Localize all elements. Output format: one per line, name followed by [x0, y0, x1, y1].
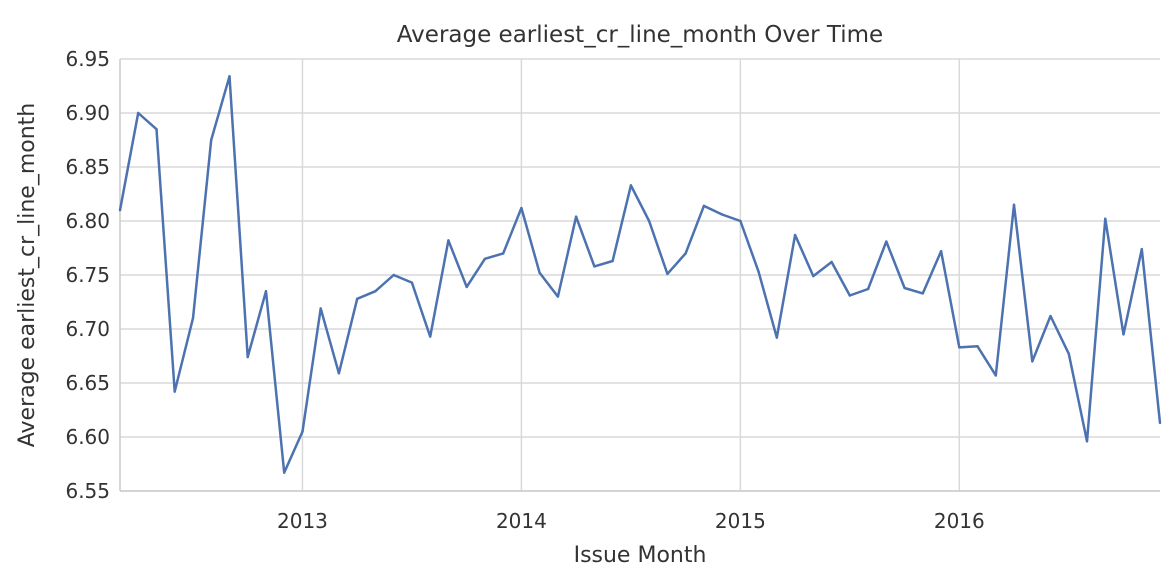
data-point — [593, 265, 596, 268]
data-point — [1012, 203, 1016, 206]
data-point — [155, 128, 158, 131]
data-point — [1140, 247, 1143, 251]
x-tick-label: 2014 — [496, 509, 547, 533]
y-tick-label: 6.65 — [65, 371, 110, 395]
data-point — [173, 390, 176, 393]
y-tick-label: 6.75 — [65, 263, 110, 287]
data-point — [465, 285, 468, 289]
axes-frame — [119, 59, 1160, 492]
data-point — [1104, 217, 1107, 221]
data-point — [319, 307, 322, 310]
y-tick-label: 6.85 — [65, 155, 110, 179]
y-axis-label: Average earliest_cr_line_month — [15, 103, 40, 448]
data-point — [757, 270, 760, 273]
series-layer — [118, 75, 1162, 474]
data-point — [118, 209, 122, 212]
data-point — [885, 240, 888, 243]
y-tick-label: 6.80 — [65, 209, 110, 233]
data-point — [666, 272, 669, 276]
x-tick-label: 2016 — [934, 509, 985, 533]
y-tick-label: 6.70 — [65, 317, 110, 341]
data-point — [720, 213, 724, 216]
data-point — [903, 286, 906, 290]
data-point — [1049, 314, 1052, 318]
data-point — [739, 219, 742, 223]
data-point — [866, 287, 870, 291]
data-point — [1085, 440, 1089, 443]
data-point — [538, 271, 541, 275]
data-point — [611, 259, 614, 263]
data-point — [191, 317, 195, 320]
data-point — [775, 336, 779, 339]
data-point — [355, 297, 359, 300]
data-point — [374, 290, 377, 293]
data-point — [501, 252, 505, 255]
y-tick-label: 6.55 — [65, 479, 110, 503]
data-point — [958, 346, 961, 349]
data-point — [428, 335, 432, 338]
data-point — [976, 345, 979, 348]
data-point — [337, 372, 341, 375]
x-tick-label: 2015 — [715, 509, 766, 533]
data-point — [574, 215, 578, 218]
x-tick-label: 2013 — [277, 509, 328, 533]
data-point — [1067, 352, 1070, 356]
data-point — [283, 471, 286, 474]
data-point — [994, 374, 997, 377]
data-point — [556, 295, 560, 298]
x-tick-labels: 2013 2014 2015 2016 — [277, 509, 985, 533]
data-point — [793, 233, 797, 237]
data-point — [228, 75, 231, 78]
data-point — [830, 260, 833, 264]
y-tick-label: 6.95 — [65, 47, 110, 71]
y-tick-label: 6.90 — [65, 101, 110, 125]
y-tick-labels: 6.55 6.60 6.65 6.70 6.75 6.80 6.85 6.90 6.95 — [65, 47, 110, 503]
grid-lines — [120, 58, 1160, 492]
data-point — [684, 252, 687, 255]
data-point — [1031, 360, 1034, 363]
data-point — [702, 204, 706, 208]
data-point — [812, 274, 815, 278]
data-point — [246, 355, 249, 359]
data-point — [1122, 333, 1125, 336]
x-axis-label: Issue Month — [574, 543, 707, 568]
data-point — [647, 219, 651, 223]
data-point — [939, 250, 943, 253]
y-tick-label: 6.60 — [65, 425, 110, 449]
data-point — [483, 257, 487, 260]
data-point — [921, 292, 925, 295]
data-point — [301, 430, 304, 433]
data-point — [848, 294, 852, 297]
data-point — [1158, 421, 1162, 425]
data-point — [629, 184, 633, 187]
data-point — [137, 111, 140, 115]
data-point — [392, 273, 395, 277]
chart-title: Average earliest_cr_line_month Over Time — [397, 22, 883, 48]
data-point — [447, 239, 450, 242]
data-point — [520, 206, 523, 210]
data-point — [210, 138, 213, 142]
data-point — [264, 290, 268, 293]
data-point — [410, 281, 414, 284]
series-line — [118, 75, 1162, 474]
